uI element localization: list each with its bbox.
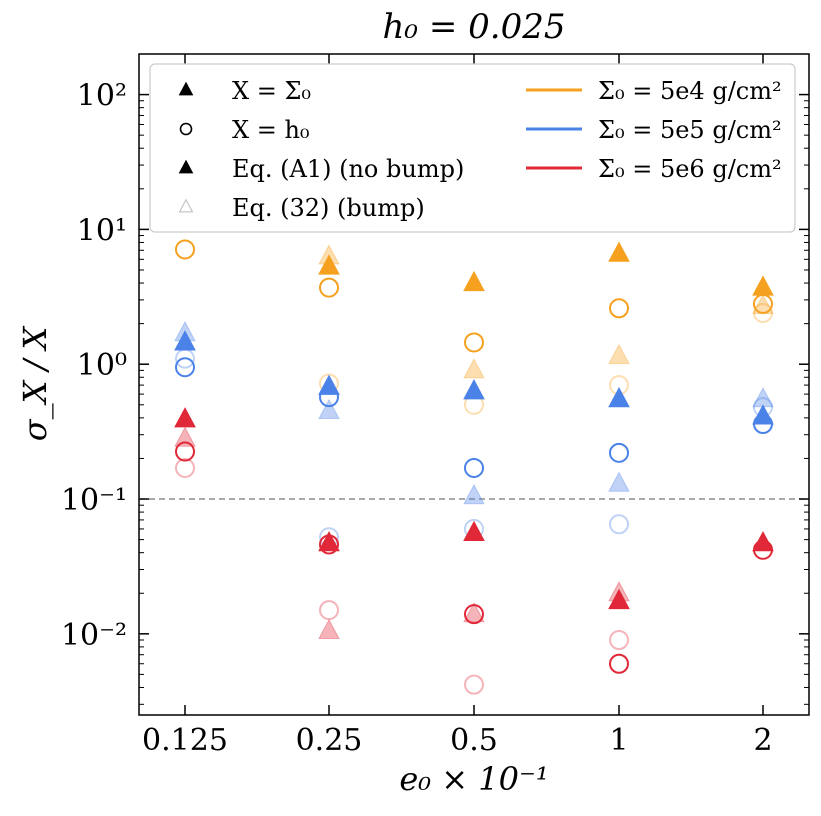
data-point-circle bbox=[609, 653, 629, 674]
data-point-triangle bbox=[463, 483, 485, 505]
data-point-circle bbox=[609, 442, 629, 463]
y-tick-label: 10⁻² bbox=[61, 618, 127, 653]
x-tick-label: 0.25 bbox=[296, 723, 363, 758]
data-point-triangle bbox=[608, 241, 630, 262]
x-tick-label: 0.125 bbox=[142, 723, 228, 758]
data-point-triangle bbox=[174, 330, 196, 351]
data-point-circle bbox=[464, 332, 484, 353]
data-point-circle bbox=[753, 414, 773, 435]
axis-ticks: 0.125 0.25 0.5 1 2 10⁻² 10⁻¹ 10⁰ 10¹ 10² bbox=[61, 53, 809, 758]
data-point-triangle bbox=[752, 275, 774, 296]
legend-marker-label: Eq. (32) (bump) bbox=[232, 194, 425, 222]
legend-marker-icon bbox=[179, 122, 193, 136]
y-axis-label: σ_X / X bbox=[16, 326, 54, 442]
legend-marker-label: X = Σ₀ bbox=[232, 77, 311, 105]
legend-color-label: Σ₀ = 5e4 g/cm² bbox=[598, 77, 782, 105]
data-point-triangle bbox=[608, 386, 630, 408]
data-point-circle bbox=[609, 298, 629, 319]
data-points bbox=[174, 239, 774, 695]
legend-color-label: Σ₀ = 5e5 g/cm² bbox=[598, 116, 782, 144]
data-point-circle bbox=[753, 293, 773, 314]
data-point-triangle bbox=[608, 343, 630, 365]
data-point-triangle bbox=[608, 588, 630, 610]
y-tick-label: 10⁰ bbox=[77, 348, 127, 383]
y-tick-label: 10² bbox=[77, 79, 127, 114]
data-point-triangle bbox=[463, 601, 485, 623]
data-point-circle bbox=[175, 441, 195, 462]
data-point-triangle bbox=[463, 270, 485, 292]
legend-marker-icon bbox=[178, 81, 194, 96]
data-point-triangle bbox=[463, 358, 485, 379]
data-point-triangle bbox=[463, 379, 485, 400]
legend-marker-label: Eq. (A1) (no bump) bbox=[232, 155, 464, 183]
data-point-triangle bbox=[463, 520, 485, 542]
data-point-circle bbox=[609, 630, 629, 651]
data-point-circle bbox=[753, 302, 773, 323]
x-axis-label: e₀ × 10⁻¹ bbox=[399, 760, 548, 798]
data-point-triangle bbox=[318, 618, 340, 640]
data-point-triangle bbox=[318, 531, 340, 552]
data-point-circle bbox=[319, 387, 339, 408]
legend-marker-icon bbox=[178, 198, 194, 213]
data-point-triangle bbox=[174, 426, 196, 447]
data-point-triangle bbox=[318, 254, 340, 275]
data-point-circle bbox=[609, 514, 629, 535]
data-point-circle bbox=[319, 277, 339, 298]
data-point-circle bbox=[175, 357, 195, 378]
data-point-triangle bbox=[174, 407, 196, 428]
legend: X = Σ₀ X = h₀ Eq. (A1) (no bump) Eq. (32) (… bbox=[149, 63, 796, 233]
data-point-circle bbox=[464, 604, 484, 625]
x-tick-label: 1 bbox=[609, 723, 628, 758]
y-tick-label: 10⁻¹ bbox=[61, 483, 127, 518]
x-tick-label: 2 bbox=[753, 723, 772, 758]
legend-color-label: Σ₀ = 5e6 g/cm² bbox=[598, 155, 782, 183]
data-point-circle bbox=[175, 239, 195, 260]
legend-frame bbox=[149, 63, 796, 233]
data-point-triangle bbox=[318, 398, 340, 420]
data-point-triangle bbox=[608, 471, 630, 492]
y-tick-label: 10¹ bbox=[77, 213, 127, 248]
data-point-circle bbox=[175, 457, 195, 478]
data-point-circle bbox=[753, 539, 773, 560]
legend-marker-icon bbox=[178, 159, 194, 174]
x-tick-label: 0.5 bbox=[450, 723, 498, 758]
data-point-circle bbox=[464, 674, 484, 695]
data-point-circle bbox=[319, 600, 339, 621]
legend-marker-label: X = h₀ bbox=[232, 116, 310, 144]
data-point-circle bbox=[319, 534, 339, 555]
chart-title: h₀ = 0.025 bbox=[383, 7, 566, 47]
data-point-circle bbox=[464, 457, 484, 478]
